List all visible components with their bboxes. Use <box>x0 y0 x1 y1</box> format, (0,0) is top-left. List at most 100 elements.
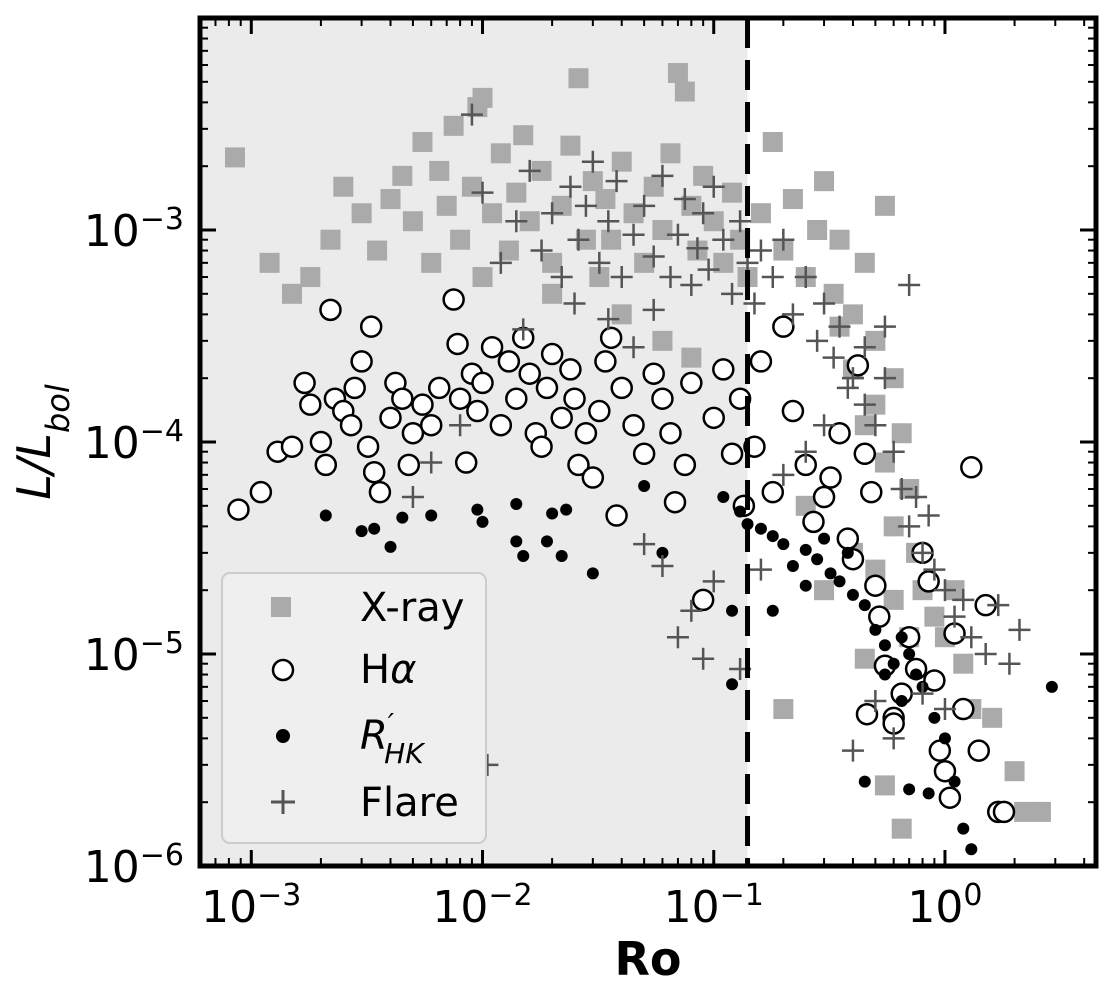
halpha-point <box>853 442 877 466</box>
flare-point <box>729 210 752 233</box>
flare-point <box>530 239 553 262</box>
halpha-point <box>802 510 825 534</box>
legend-box <box>221 572 487 844</box>
xray-point <box>611 304 632 325</box>
xray-point <box>443 115 464 136</box>
xray-point <box>807 220 828 240</box>
flare-point <box>794 266 817 289</box>
halpha-point <box>812 485 836 509</box>
rhk-point <box>717 491 730 504</box>
flare-point <box>853 336 876 359</box>
rhk-point <box>546 507 559 520</box>
rhk-point <box>425 509 438 522</box>
xray-point <box>611 151 632 172</box>
legend-flare-label: Flare <box>360 780 459 826</box>
flare-point <box>692 647 715 670</box>
halpha-point <box>567 453 590 477</box>
halpha-point <box>540 342 564 366</box>
rhk-point <box>560 503 573 516</box>
xray-point <box>1030 801 1051 822</box>
rhk-point <box>777 538 790 551</box>
halpha-point <box>673 453 697 477</box>
rhk-point <box>878 668 891 681</box>
flare-point <box>813 292 836 315</box>
xray-point <box>259 252 280 273</box>
flare-point <box>550 266 573 289</box>
flare-point <box>680 599 703 622</box>
xray-point <box>513 125 534 146</box>
xray-point <box>982 707 1003 728</box>
halpha-point <box>846 354 870 377</box>
flare-point <box>853 393 876 416</box>
halpha-point <box>343 376 366 400</box>
flare-point <box>680 274 703 297</box>
xray-point <box>367 240 388 261</box>
halpha-point <box>860 480 883 504</box>
flare-point <box>813 414 836 437</box>
xray-point <box>891 423 912 444</box>
flare-point <box>864 690 887 713</box>
halpha-point <box>368 480 392 504</box>
xray-point <box>823 283 844 304</box>
halpha-point <box>605 504 628 527</box>
x-axis-title: Ro <box>614 932 681 986</box>
flare-point <box>597 210 620 233</box>
xray-point <box>874 775 895 796</box>
halpha-point <box>249 480 273 504</box>
xray-point <box>660 143 681 164</box>
rhk-point <box>766 530 779 543</box>
halpha-point <box>446 332 469 356</box>
halpha-point <box>350 350 373 373</box>
flare-point <box>512 318 535 341</box>
flare-point <box>806 329 829 352</box>
halpha-point <box>339 413 363 437</box>
xray-point <box>814 580 835 601</box>
halpha-point <box>362 460 386 484</box>
rhk-point <box>938 732 951 745</box>
halpha-point <box>651 387 674 410</box>
flare-point <box>666 223 689 246</box>
xray-point <box>412 132 433 153</box>
flare-point <box>541 202 564 225</box>
xray-point <box>891 818 912 839</box>
halpha-point <box>952 697 975 721</box>
flare-point <box>873 367 896 390</box>
rhk-point <box>824 567 837 580</box>
flare-point <box>749 239 772 262</box>
xray-point <box>351 203 372 224</box>
rhk-point <box>833 575 846 588</box>
xray-point <box>854 648 875 669</box>
xray-point <box>506 182 527 203</box>
xray-point <box>421 252 442 273</box>
xray-point <box>681 195 702 216</box>
series-2 <box>319 480 1058 856</box>
halpha-point <box>356 435 380 458</box>
rhk-point <box>510 535 523 548</box>
xray-point <box>883 516 904 537</box>
flare-point <box>772 463 795 486</box>
halpha-point <box>819 466 842 489</box>
rhk-point <box>948 775 961 788</box>
flare-point <box>882 727 905 750</box>
halpha-point <box>781 399 805 423</box>
rhk-point <box>355 525 368 538</box>
xray-point <box>953 653 974 674</box>
xray-point <box>472 87 493 108</box>
xray-point <box>713 252 734 273</box>
xray-point <box>667 63 688 84</box>
xray-point <box>634 252 655 273</box>
xray-point <box>773 699 794 720</box>
legend-rhk-marker <box>276 729 290 743</box>
xray-point <box>703 211 724 232</box>
flare-point <box>702 175 725 198</box>
flare-point <box>605 170 628 193</box>
xray-point <box>924 606 945 627</box>
halpha-point <box>518 362 541 385</box>
rhk-point <box>957 822 970 835</box>
legend: X-ray Hα R′ HK Flare <box>221 572 487 844</box>
rhk-point <box>766 604 779 617</box>
xray-point <box>814 171 835 192</box>
flare-point <box>651 555 674 578</box>
rhk-point <box>555 549 568 562</box>
halpha-point <box>588 399 611 423</box>
